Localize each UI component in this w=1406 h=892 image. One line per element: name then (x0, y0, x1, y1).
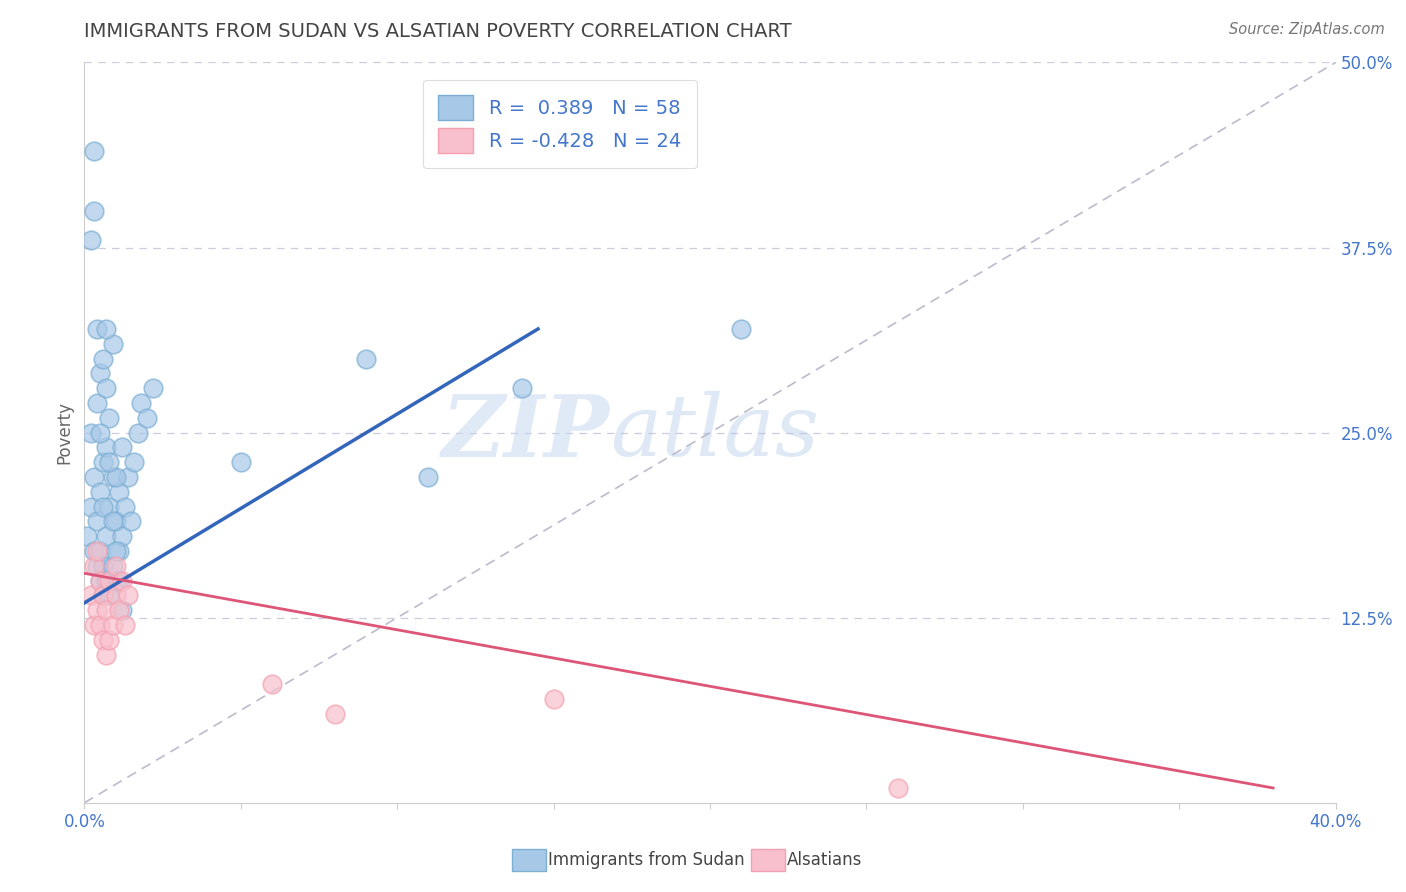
Point (79, 233, 101, 247)
Point (79, 500, 101, 514)
Point (98, 455, 121, 469)
Point (96, 529, 118, 543)
Point (86, 515, 108, 529)
Legend: R =  0.389   N = 58, R = -0.428   N = 24: R = 0.389 N = 58, R = -0.428 N = 24 (423, 79, 697, 169)
Point (96, 574, 118, 588)
Point (98, 574, 121, 588)
Point (730, 322, 752, 336)
Point (96, 603, 118, 617)
Point (91, 558, 114, 573)
Point (86, 558, 108, 573)
Point (91, 455, 114, 469)
Text: Source: ZipAtlas.com: Source: ZipAtlas.com (1229, 22, 1385, 37)
Point (76, 529, 98, 543)
Point (111, 603, 134, 617)
Point (104, 544, 127, 558)
Point (86, 603, 108, 617)
Point (86, 396, 108, 410)
Point (107, 603, 129, 617)
Point (89, 484, 111, 499)
Point (107, 574, 129, 588)
Point (136, 410, 159, 425)
Text: IMMIGRANTS FROM SUDAN VS ALSATIAN POVERTY CORRELATION CHART: IMMIGRANTS FROM SUDAN VS ALSATIAN POVERT… (84, 22, 792, 41)
Point (96, 441, 118, 455)
Text: atlas: atlas (610, 392, 820, 474)
Point (83, 470, 105, 484)
Point (89, 425, 111, 440)
Point (120, 515, 142, 529)
Point (111, 529, 134, 543)
Text: Immigrants from Sudan: Immigrants from Sudan (548, 851, 745, 869)
Point (79, 425, 101, 440)
Point (83, 558, 105, 573)
Point (323, 706, 346, 721)
Point (83, 618, 105, 632)
Point (142, 381, 165, 395)
Point (107, 544, 129, 558)
Point (101, 618, 124, 632)
Point (91, 589, 114, 603)
Point (91, 351, 114, 366)
Text: ZIP: ZIP (441, 391, 610, 475)
Point (418, 470, 440, 484)
Point (354, 351, 377, 366)
Point (83, 544, 105, 558)
Point (83, 203, 105, 218)
Point (101, 515, 124, 529)
Point (101, 558, 124, 573)
Point (89, 574, 111, 588)
Point (111, 441, 134, 455)
Point (107, 484, 129, 499)
Point (129, 396, 152, 410)
Point (114, 500, 136, 514)
Point (111, 574, 134, 588)
Text: Alsatians: Alsatians (787, 851, 863, 869)
Point (89, 544, 111, 558)
Point (104, 515, 127, 529)
Point (86, 544, 108, 558)
Point (117, 589, 139, 603)
Point (98, 500, 121, 514)
Point (117, 470, 139, 484)
Y-axis label: Poverty: Poverty (55, 401, 73, 464)
Point (124, 455, 146, 469)
Point (91, 500, 114, 514)
Point (96, 381, 118, 395)
Point (101, 336, 124, 351)
Point (104, 558, 127, 573)
Point (89, 367, 111, 381)
Point (96, 322, 118, 336)
Point (127, 425, 149, 440)
Point (104, 589, 127, 603)
Point (887, 780, 910, 795)
Point (91, 632, 114, 647)
Point (98, 410, 121, 425)
Point (114, 618, 136, 632)
Point (543, 692, 565, 706)
Point (262, 677, 284, 691)
Point (83, 145, 105, 159)
Point (98, 589, 121, 603)
Point (96, 648, 118, 662)
Point (101, 470, 124, 484)
Point (512, 381, 534, 395)
Point (89, 618, 111, 632)
Point (91, 589, 114, 603)
Point (229, 455, 252, 469)
Point (98, 632, 121, 647)
Point (104, 470, 127, 484)
Point (89, 574, 111, 588)
Point (86, 322, 108, 336)
Point (79, 589, 101, 603)
Point (104, 574, 127, 588)
